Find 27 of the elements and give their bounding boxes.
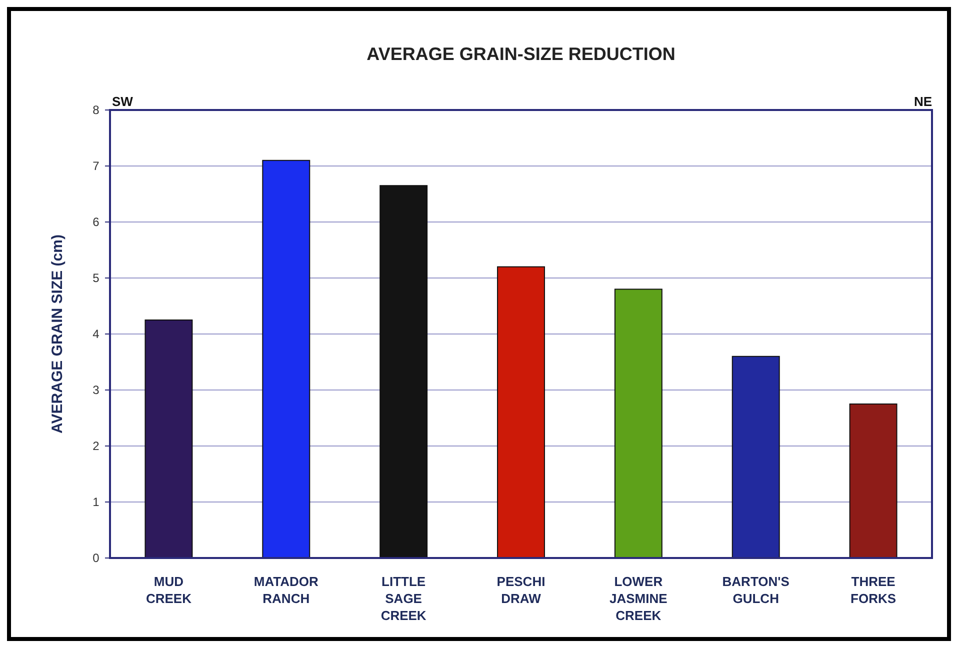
chart-title: AVERAGE GRAIN-SIZE REDUCTION	[366, 44, 676, 64]
y-tick-label: 3	[92, 383, 100, 398]
x-tick-label: MUD CREEK	[146, 574, 192, 606]
bar	[262, 160, 310, 558]
bar	[380, 185, 428, 558]
x-tick-label: THREE FORKS	[850, 574, 896, 606]
text: NE	[914, 94, 932, 109]
x-tick-label: PESCHI DRAW	[496, 574, 546, 606]
x-tick-label: BARTON'S GULCH	[722, 574, 790, 606]
bar	[849, 404, 898, 558]
y-tick-label: 0	[92, 551, 100, 566]
y-tick-label: 7	[92, 159, 100, 174]
bar	[144, 320, 193, 558]
x-tick-label: LOWER JASMINE CREEK	[610, 574, 668, 623]
bar	[732, 356, 780, 558]
x-tick-label: MATADOR RANCH	[254, 574, 319, 606]
x-tick-label: LITTLE SAGE CREEK	[380, 574, 427, 623]
y-tick-label: 8	[92, 103, 100, 118]
y-tick-label: 6	[92, 215, 100, 230]
bar	[614, 288, 662, 558]
bar	[497, 266, 545, 558]
y-tick-label: 2	[92, 439, 100, 454]
y-axis-title: AVERAGE GRAIN SIZE (cm)	[49, 234, 66, 434]
y-tick-label: 1	[92, 495, 100, 510]
y-tick-label: 5	[92, 271, 100, 286]
text: SW	[112, 94, 134, 109]
y-tick-label: 4	[92, 327, 100, 342]
